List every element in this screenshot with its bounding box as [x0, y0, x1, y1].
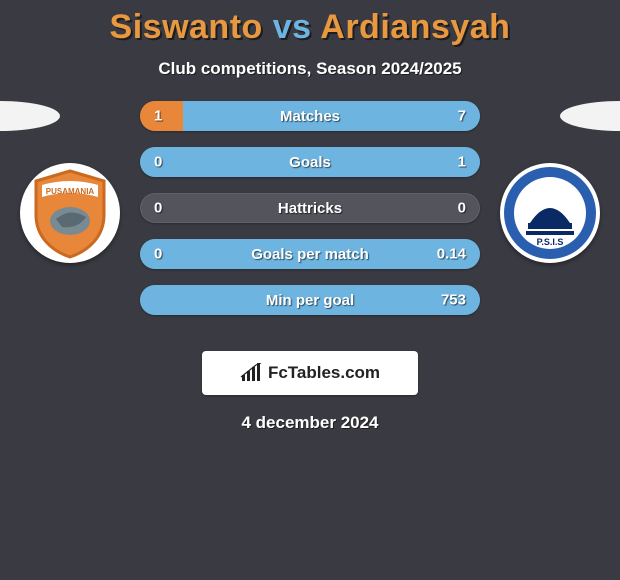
title-player2: Ardiansyah	[320, 8, 510, 46]
stat-value-right: 7	[458, 108, 466, 125]
branding-text: FcTables.com	[268, 363, 380, 383]
team-logo-right: P.S.I.S	[500, 163, 600, 263]
stat-value-right: 1	[458, 154, 466, 171]
stat-label: Matches	[280, 108, 340, 125]
stat-value-left: 0	[154, 200, 162, 217]
page-title: Siswanto vs Ardiansyah	[0, 0, 620, 47]
stat-label: Min per goal	[266, 292, 354, 309]
ellipse-left	[0, 101, 60, 131]
ellipse-right	[560, 101, 620, 131]
shield-icon: PUSAMANIA	[28, 167, 112, 259]
stat-bar: 1 7 Matches	[140, 101, 480, 131]
stat-value-left: 0	[154, 154, 162, 171]
stat-value-left: 1	[154, 108, 162, 125]
svg-text:P.S.I.S: P.S.I.S	[537, 237, 564, 247]
team-logo-left: PUSAMANIA	[20, 163, 120, 263]
stat-bar: 0 0 Hattricks	[140, 193, 480, 223]
stat-bar: 0 0.14 Goals per match	[140, 239, 480, 269]
stat-value-right: 0.14	[437, 246, 466, 263]
bar-chart-icon	[240, 363, 262, 383]
stat-value-right: 0	[458, 200, 466, 217]
stat-bars: 1 7 Matches 0 1 Goals 0 0 Hattricks 0 0.14 Goals pe…	[140, 101, 480, 331]
branding-badge: FcTables.com	[202, 351, 418, 395]
date-label: 4 december 2024	[0, 413, 620, 433]
stat-bar: 753 Min per goal	[140, 285, 480, 315]
stat-value-left: 0	[154, 246, 162, 263]
stat-value-right: 753	[441, 292, 466, 309]
subtitle: Club competitions, Season 2024/2025	[0, 59, 620, 79]
stat-label: Goals	[289, 154, 331, 171]
club-badge-icon: P.S.I.S	[502, 165, 598, 261]
title-player1: Siswanto	[110, 8, 263, 46]
comparison-stage: PUSAMANIA P.S.I.S 1 7 Matches 0 1 Goals 0 0 Hatt…	[0, 101, 620, 341]
title-vs: vs	[273, 8, 312, 46]
stat-label: Hattricks	[278, 200, 342, 217]
stat-bar: 0 1 Goals	[140, 147, 480, 177]
stat-label: Goals per match	[251, 246, 369, 263]
svg-text:PUSAMANIA: PUSAMANIA	[46, 187, 95, 196]
